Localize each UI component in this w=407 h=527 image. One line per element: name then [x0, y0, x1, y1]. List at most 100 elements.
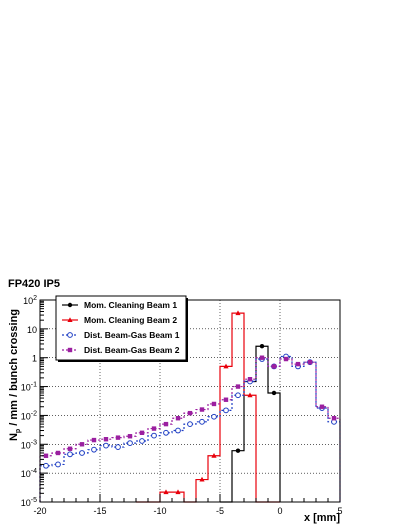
- grid: [40, 300, 340, 502]
- y-axis-title-rest: / mm / bunch crossing: [8, 309, 20, 429]
- data-point: [247, 392, 253, 398]
- data-point: [115, 444, 121, 450]
- y-tick-label-base: 1: [32, 354, 37, 364]
- y-tick-label: 10-4: [21, 468, 37, 479]
- y-tick-label: 10-1: [21, 382, 37, 393]
- y-tick-label-base: 10: [21, 411, 31, 421]
- data-point: [175, 427, 181, 434]
- y-tick-label-exponent: -5: [31, 497, 37, 504]
- legend-label: Dist. Beam-Gas Beam 1: [84, 330, 180, 340]
- legend-box: [55, 295, 187, 361]
- x-tick-label: 0: [277, 506, 282, 516]
- y-tick-label: 102: [23, 295, 37, 306]
- data-point: [283, 356, 289, 362]
- data-point: [91, 446, 97, 453]
- data-point: [67, 332, 73, 338]
- y-axis-title-main: N: [8, 433, 20, 441]
- y-tick-label: 10-2: [21, 410, 37, 421]
- y-tick-label-exponent: -4: [31, 468, 37, 475]
- data-point: [223, 397, 229, 402]
- x-tick-label: -15: [93, 506, 106, 516]
- data-point: [67, 317, 73, 322]
- data-point: [43, 462, 49, 469]
- data-point: [103, 437, 109, 442]
- data-point: [235, 448, 241, 453]
- data-point: [319, 404, 325, 409]
- series-3: [39, 355, 341, 502]
- data-point: [67, 446, 73, 451]
- data-point: [199, 476, 205, 482]
- x-tick-label: -5: [216, 506, 224, 516]
- y-tick-label-exponent: -1: [31, 382, 37, 389]
- data-point: [127, 434, 133, 439]
- data-point: [187, 421, 193, 428]
- data-point: [79, 450, 85, 456]
- data-point: [199, 407, 205, 412]
- data-point: [151, 432, 157, 439]
- data-point: [127, 440, 133, 446]
- y-tick-label-base: 10: [21, 383, 31, 393]
- legend-label: Mom. Cleaning Beam 2: [84, 315, 177, 325]
- data-point: [271, 390, 277, 396]
- legend-label: Dist. Beam-Gas Beam 2: [84, 345, 180, 355]
- y-tick-label-base: 10: [21, 498, 31, 508]
- data-point: [115, 435, 121, 440]
- series-line: [39, 355, 341, 502]
- plot-frame: [39, 299, 341, 503]
- data-point: [91, 437, 97, 443]
- y-axis-title-subscript: p: [15, 429, 22, 433]
- data-point: [211, 401, 217, 407]
- data-point: [139, 438, 145, 444]
- data-point: [55, 450, 61, 456]
- data-point: [79, 442, 85, 447]
- y-tick-label: 10-3: [21, 439, 37, 450]
- data-point: [295, 361, 301, 367]
- y-tick-label: 10: [27, 325, 37, 335]
- data-point: [211, 413, 217, 420]
- y-tick-label-base: 10: [27, 325, 37, 335]
- y-tick-label-exponent: -2: [31, 410, 37, 417]
- x-tick-label: 5: [337, 506, 342, 516]
- data-point: [175, 416, 181, 421]
- y-tick-label-base: 10: [21, 469, 31, 479]
- data-point: [67, 347, 73, 353]
- y-tick-label-exponent: 2: [33, 295, 37, 302]
- data-point: [307, 359, 313, 365]
- y-axis-title: Np / mm / bunch crossing: [8, 309, 22, 441]
- data-point: [175, 489, 181, 495]
- data-point: [103, 442, 109, 449]
- legend: Mom. Cleaning Beam 1 Mom. Cleaning Beam 2…: [55, 295, 188, 362]
- series-1: [136, 310, 280, 503]
- data-point: [235, 392, 241, 399]
- data-point: [259, 344, 265, 349]
- series-line: [136, 312, 280, 503]
- legend-label: Mom. Cleaning Beam 1: [84, 300, 177, 310]
- data-point: [271, 364, 277, 369]
- x-tick-label: -20: [33, 506, 46, 516]
- y-tick-label-base: 10: [21, 440, 31, 450]
- chart-title: FP420 IP5: [8, 278, 60, 290]
- y-tick-label: 1: [32, 354, 37, 364]
- data-point: [55, 461, 61, 468]
- data-point: [331, 416, 337, 421]
- x-axis-title: x [mm]: [304, 512, 340, 524]
- data-point: [43, 453, 49, 458]
- x-tick-label: -10: [153, 506, 166, 516]
- data-point: [67, 451, 73, 458]
- y-tick-label: 10-5: [21, 497, 37, 508]
- data-point: [163, 421, 169, 427]
- data-point: [223, 407, 229, 414]
- y-tick-label-exponent: -3: [31, 439, 37, 446]
- data-point: [199, 418, 205, 425]
- data-point: [163, 429, 169, 436]
- data-point: [163, 489, 169, 495]
- data-point: [259, 355, 265, 360]
- y-tick-label-base: 10: [23, 296, 33, 306]
- data-point: [139, 430, 145, 436]
- data-point: [187, 410, 193, 416]
- series-layer: [39, 310, 341, 503]
- data-point: [235, 384, 241, 389]
